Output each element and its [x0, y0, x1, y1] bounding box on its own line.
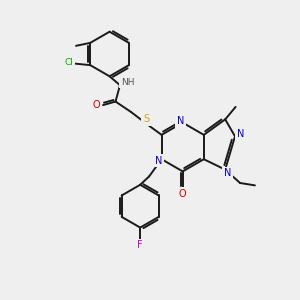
Text: NH: NH [121, 78, 134, 87]
Text: Cl: Cl [64, 58, 73, 67]
Text: O: O [179, 189, 187, 199]
Text: N: N [237, 129, 244, 139]
Text: N: N [155, 156, 162, 166]
Text: N: N [177, 116, 184, 126]
Text: F: F [137, 240, 143, 250]
Text: N: N [224, 168, 231, 178]
Text: O: O [93, 100, 100, 110]
Text: S: S [143, 114, 149, 124]
